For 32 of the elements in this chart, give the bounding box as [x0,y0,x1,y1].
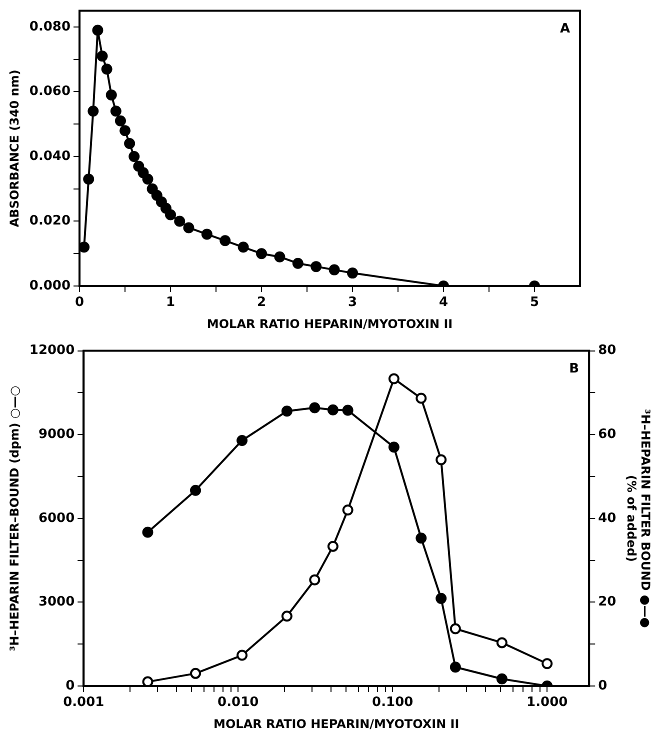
y2-tick-label: 60 [598,426,616,442]
x-tick-label: 4 [438,295,448,310]
y2-tick-label: 0 [598,678,608,694]
y-tick-label: 3000 [38,594,75,610]
x-tick-label: 3 [348,295,358,310]
y-tick-label: 0.040 [29,148,71,164]
y-tick-label: 9000 [38,426,75,442]
y2-tick-label: 40 [598,510,616,526]
x-tick-label: 0.010 [218,695,259,710]
x-tick-label: 0.100 [372,695,414,710]
x-tick-label: 2 [256,295,266,310]
y-tick-label: 0.060 [29,84,71,100]
annotation: B [569,362,580,377]
y-tick-label: 0.020 [29,214,71,229]
y-axis-title: ABSORBANCE (340 nm) [7,70,22,228]
y-tick-label: 0 [66,678,75,694]
y-axis-title: ³H–HEPARIN FILTER–BOUND (dpm) ○—○ [7,386,22,652]
x-tick-label: 1 [166,295,176,310]
x-tick-label: 5 [530,295,540,310]
y-tick-label: 6000 [38,510,75,526]
y2-tick-label: 80 [598,343,616,358]
y-tick-label: 0.080 [29,19,71,34]
x-tick-label: 1.000 [526,695,568,710]
annotation: A [560,22,570,37]
x-axis-title: MOLAR RATIO HEPARIN/MYOTOXIN II [214,716,460,731]
y2-tick-label: 20 [598,594,616,610]
x-axis-title: MOLAR RATIO HEPARIN/MYOTOXIN II [206,316,453,331]
x-tick-label: 0.001 [63,695,104,710]
y-tick-label: 12000 [29,343,75,358]
y-tick-label: 0.000 [29,278,71,294]
x-tick-label: 0 [74,295,84,310]
y2-axis-title: ³H–HEPARIN FILTER BOUND ●—● (% of added) [624,409,653,628]
